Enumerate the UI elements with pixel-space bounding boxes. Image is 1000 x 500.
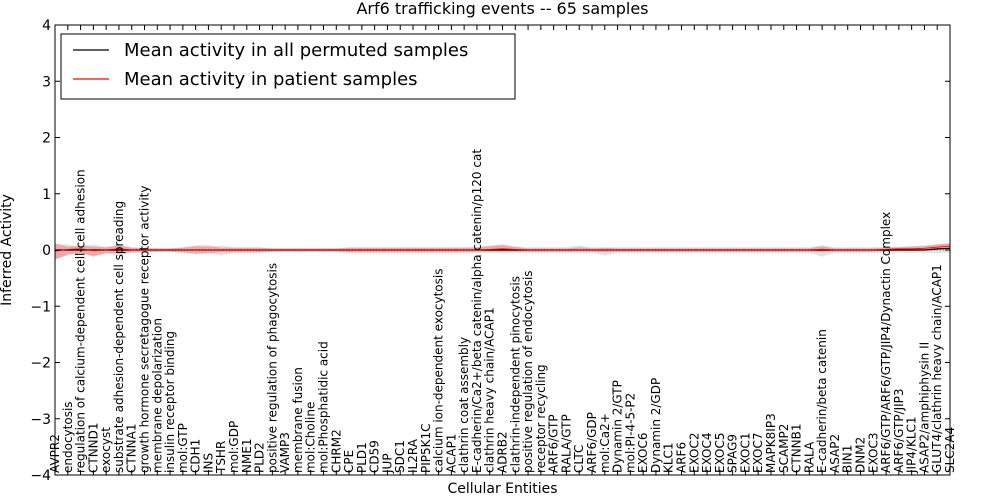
legend: Mean activity in all permuted samples Mea… (60, 33, 516, 100)
x-tick-label: E-cadherin/Ca2+/beta catenin/alpha caten… (470, 149, 484, 473)
x-tick-label: EXOC2 (687, 433, 701, 474)
x-tick-label: membrane fusion (291, 367, 305, 473)
x-tick-label: CLTC (572, 445, 586, 473)
x-tick-label: mol:GDP (227, 421, 241, 473)
x-tick-label: ARF6/GTP/ARF6/GTP/JIP4/Dynactin Complex (879, 212, 893, 473)
series-line-2 (54, 245, 951, 252)
x-tick-label: CHRM2 (329, 429, 343, 473)
x-tick-label: CTNNA1 (125, 423, 139, 473)
x-tick-label: RALA/GTP (559, 414, 573, 473)
x-tick-label: growth hormone secretagogue receptor act… (138, 186, 152, 473)
x-tick-label: regulation of calcium-dependent cell-cel… (74, 169, 88, 473)
x-tick-label: ARF6/GTP (547, 414, 561, 473)
x-tick-label: ARF6/GDP (585, 412, 599, 473)
x-tick-label: INS (201, 453, 215, 473)
x-tick-label: MAPK8IP3 (764, 413, 778, 473)
y-tick-label: −4 (30, 468, 51, 484)
x-tick-label: JIP4/KLC1 (905, 416, 919, 474)
x-tick-label: SPAG9 (726, 434, 740, 473)
confidence-bands (55, 243, 950, 261)
series-band-2 (55, 243, 950, 261)
x-tick-label: CTNND1 (86, 422, 100, 473)
x-tick-label: GLUT4/clathrin heavy chain/ACAP1 (930, 264, 944, 473)
y-axis-label: Inferred Activity (0, 194, 15, 306)
x-tick-label: SDC1 (393, 440, 407, 473)
x-tick-label: substrate adhesion-dependent cell spread… (112, 201, 126, 473)
x-tick-label: EXOC1 (738, 433, 752, 474)
x-tick-label: ASAP2/amphiphysin II (917, 342, 931, 473)
x-tick-label: RALA (802, 441, 816, 473)
y-tick-label: 0 (42, 243, 51, 259)
x-tick-label: ARF6/GTP/JIP3 (892, 388, 906, 473)
x-tick-label: CPE (342, 450, 356, 473)
x-tick-label: NME1 (240, 438, 254, 473)
x-tick-label: positive regulation of endocytosis (521, 270, 535, 473)
x-tick-label: Dynamin 2/GTP (611, 380, 625, 473)
x-tick-label: mol:Phosphatidic acid (317, 341, 331, 473)
x-tick-label: PLD2 (253, 442, 267, 473)
x-tick-label: BIN1 (841, 445, 855, 473)
legend-box (60, 33, 516, 100)
y-tick-label: −2 (30, 356, 51, 372)
x-tick-label: SCAMP2 (777, 424, 791, 473)
x-tick-label: calcium ion-dependent exocytosis (432, 269, 446, 473)
series-lines (54, 245, 951, 252)
x-tick-label: exocyst (99, 427, 113, 473)
legend-label: Mean activity in patient samples (124, 69, 418, 90)
x-tick-label: CTNNB1 (790, 423, 804, 473)
y-tick-label: 2 (42, 131, 51, 147)
x-tick-label: PIP5K1C (419, 423, 433, 473)
chart-title: Arf6 trafficking events -- 65 samples (356, 0, 648, 18)
legend-label: Mean activity in all permuted samples (124, 40, 468, 61)
x-tick-label: mol:GTP (176, 423, 190, 473)
x-tick-label: EXOC6 (636, 433, 650, 474)
x-tick-label: IL2RA (406, 438, 420, 473)
x-tick-label: clathrin coat assembly (457, 337, 471, 473)
x-tick-label: ADRB2 (496, 431, 510, 473)
x-tick-label: membrane depolarization (150, 318, 164, 473)
x-tick-label: PLD1 (355, 442, 369, 473)
x-tick-label: JUP (380, 453, 394, 474)
x-tick-label: EXOC3 (866, 433, 880, 474)
x-tick-label: ARF6 (675, 442, 689, 473)
x-tick-label: EXOC5 (713, 433, 727, 474)
x-tick-label: positive regulation of phagocytosis (265, 263, 279, 473)
x-tick-label: E-cadherin/beta catenin (815, 329, 829, 473)
y-tick-label: 1 (42, 187, 51, 203)
x-tick-label: CD59 (368, 440, 382, 473)
x-tick-label: mol:Choline (304, 402, 318, 473)
y-tick-label: 3 (42, 74, 51, 90)
y-tick-label: −1 (30, 299, 51, 315)
x-tick-label: DNM2 (854, 437, 868, 473)
x-tick-label: KLC1 (662, 442, 676, 473)
x-tick-label: ASAP2 (828, 434, 842, 473)
series-band-1 (55, 243, 950, 259)
x-tick-label: Dynamin 2/GDP (649, 378, 663, 473)
x-tick-label: VAMP3 (278, 432, 292, 473)
plot-frame (54, 24, 951, 476)
x-tick-label: EXOC4 (700, 433, 714, 474)
x-tick-label: receptor recycling (534, 364, 548, 473)
x-tick-label: ACAP1 (444, 434, 458, 473)
y-tick-label: −3 (30, 412, 51, 428)
y-tick-label: 4 (42, 18, 51, 34)
x-tick-label: TSHR (214, 441, 228, 474)
x-axis-label: Cellular Entities (447, 481, 557, 497)
x-tick-label: clathrin heavy chain/ACAP1 (483, 307, 497, 473)
x-tick-label: mol:PI-4-5-P2 (623, 393, 637, 473)
x-tick-label: mol:Ca2+ (598, 413, 612, 473)
y-axis-ticks: −4 −3 −2 −1 0 1 2 3 4 (30, 18, 950, 484)
x-tick-label: clathrin-independent pinocytosis (508, 276, 522, 473)
x-tick-label: insulin receptor binding (163, 331, 177, 473)
x-tick-label: EXOC7 (751, 433, 765, 474)
x-tick-label: CDH1 (189, 439, 203, 473)
x-tick-label: endocytosis (61, 401, 75, 473)
